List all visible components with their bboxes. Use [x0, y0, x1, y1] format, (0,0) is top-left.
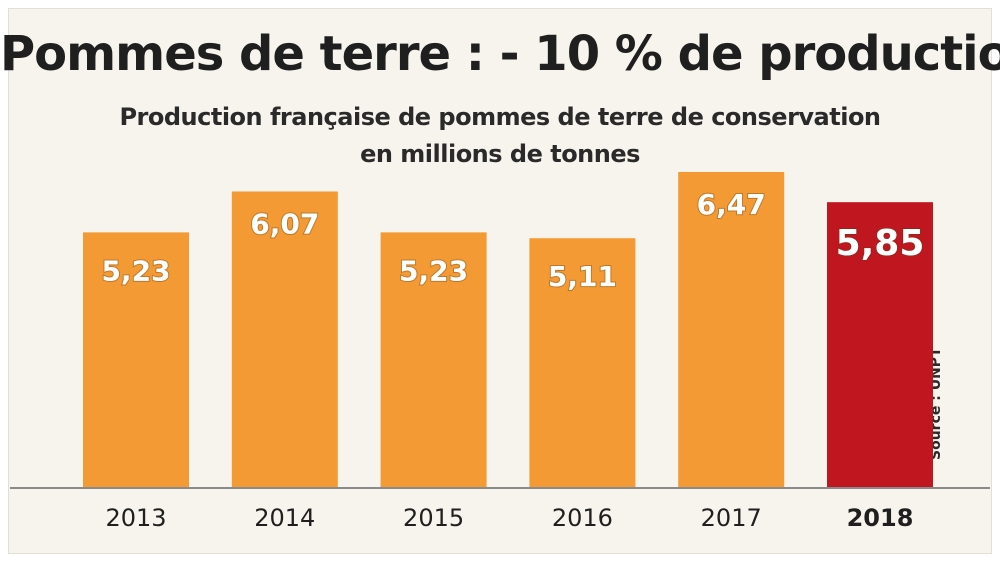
- bar-2016: [529, 238, 636, 487]
- bar-2015: [380, 232, 487, 487]
- value-label-2014: 6,07: [250, 207, 319, 240]
- chart-subtitle-line2: en millions de tonnes: [360, 140, 640, 168]
- value-label-2017: 6,47: [697, 188, 766, 221]
- x-tick-2016: 2016: [552, 504, 613, 532]
- bar-2018: [827, 202, 933, 487]
- value-label-2013: 5,23: [101, 254, 170, 287]
- bar-2017: [678, 172, 785, 487]
- x-tick-2014: 2014: [254, 504, 315, 532]
- value-label-2016: 5,11: [548, 260, 617, 293]
- chart-title: Pommes de terre : - 10 % de production: [0, 26, 1000, 82]
- bar-2013: [83, 232, 189, 487]
- bar-2014: [231, 191, 338, 488]
- value-label-2018: 5,85: [836, 223, 925, 264]
- chart-subtitle-line1: Production française de pommes de terre …: [119, 103, 881, 131]
- x-tick-2018: 2018: [847, 504, 914, 532]
- value-label-2015: 5,23: [399, 254, 468, 287]
- x-tick-2013: 2013: [105, 504, 166, 532]
- x-tick-2015: 2015: [403, 504, 464, 532]
- x-tick-2017: 2017: [701, 504, 762, 532]
